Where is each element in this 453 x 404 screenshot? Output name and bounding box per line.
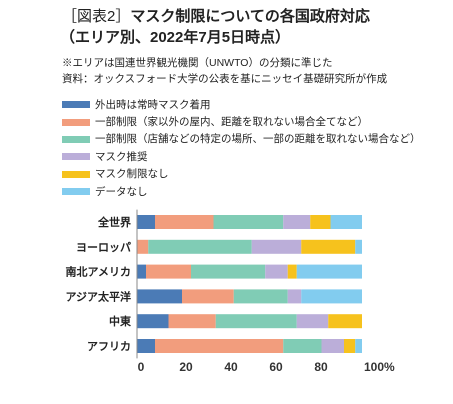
bar-segment [296,314,329,329]
x-tick-label: 100% [364,360,395,374]
category-label: 全世界 [97,215,131,229]
legend-swatch [62,135,90,143]
bar-segment [330,215,362,229]
figure-label: ［図表2］ [62,8,131,25]
bar-segment [233,289,288,304]
legend-swatch [62,170,90,178]
legend-label: 一部制限（家以外の屋内、距離を取れない場合全てなど） [95,116,368,129]
bar-segment [191,264,266,279]
bar-segment [265,264,288,279]
legend-item: 外出時は常時マスク着用 [62,96,421,113]
bar-segment [137,215,155,229]
category-label: 南北アメリカ [66,265,131,279]
category-label: アフリカ [87,340,131,353]
bar-segment [137,314,169,329]
chart-title-text: マスク制限についての各国政府対応 [130,8,370,25]
legend-item: 一部制限（店舗などの特定の場所、一部の距離を取れない場合など） [62,131,421,148]
category-label: アジア太平洋 [65,289,131,303]
bar-segment [355,339,362,353]
x-tick-label: 60 [269,360,283,374]
legend-label: 一部制限（店舗などの特定の場所、一部の距離を取れない場合など） [95,133,421,146]
bar-segment [328,314,362,329]
bar-segment [215,314,297,329]
x-tick-label: 20 [179,360,193,374]
chart-subtitle: （エリア別、2022年7月5日時点） [60,29,291,46]
chart-title: ［図表2］マスク制限についての各国政府対応 [62,7,370,27]
bar-segment [137,264,146,279]
bar-segment [344,339,356,353]
bar-segment [283,339,322,353]
bar-segment [310,215,331,229]
x-tick-label: 0 [138,360,145,374]
bar-segment [213,215,284,229]
legend-label: 外出時は常時マスク着用 [95,98,211,111]
bar-segment [296,264,362,279]
legend-item: データなし [62,183,421,200]
category-label: 中東 [109,314,132,328]
legend-swatch [62,153,90,161]
bar-segment [251,239,302,254]
legend-item: マスク制限なし [62,166,421,183]
bar-segment [155,339,284,353]
legend-item: マスク推奨 [62,148,421,165]
bar-segment [137,239,149,254]
bar-segment [301,239,356,254]
category-label: ヨーロッパ [76,241,131,254]
bar-segment [321,339,344,353]
legend: 外出時は常時マスク着用 一部制限（家以外の屋内、距離を取れない場合全てなど） 一… [62,96,421,200]
note-source: 資料：オックスフォード大学の公表を基にニッセイ基礎研究所が作成 [62,73,388,85]
bar-segment [287,289,302,304]
legend-swatch [62,101,90,109]
bar-segment [155,215,214,229]
bar-segment [148,239,252,254]
bar-segment [287,264,297,279]
x-tick-label: 40 [224,360,238,374]
bar-segment [137,339,155,353]
legend-swatch [62,188,90,196]
bar-segment [146,264,191,279]
legend-label: マスク制限なし [95,168,169,181]
bar-segment [283,215,311,229]
x-tick-label: 80 [314,360,328,374]
legend-label: データなし [95,185,148,198]
bar-segment [137,289,182,304]
legend-label: マスク推奨 [95,150,148,163]
legend-item: 一部制限（家以外の屋内、距離を取れない場合全てなど） [62,113,421,130]
bar-segment [168,314,216,329]
legend-swatch [62,118,90,126]
bar-segment [182,289,234,304]
bar-segment [301,289,362,304]
note-region-classification: ※エリアは国連世界観光機関（UNWTO）の分類に準じた [62,57,333,69]
bar-segment [355,239,362,254]
